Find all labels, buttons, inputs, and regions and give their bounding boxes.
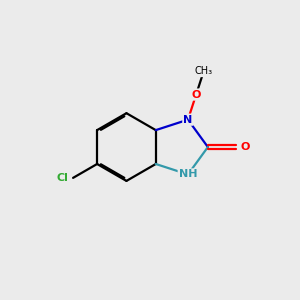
Text: N: N <box>183 115 193 125</box>
Text: NH: NH <box>179 169 197 179</box>
Text: CH₃: CH₃ <box>195 66 213 76</box>
Text: O: O <box>241 142 250 152</box>
Text: Cl: Cl <box>57 173 69 183</box>
Text: O: O <box>191 89 201 100</box>
